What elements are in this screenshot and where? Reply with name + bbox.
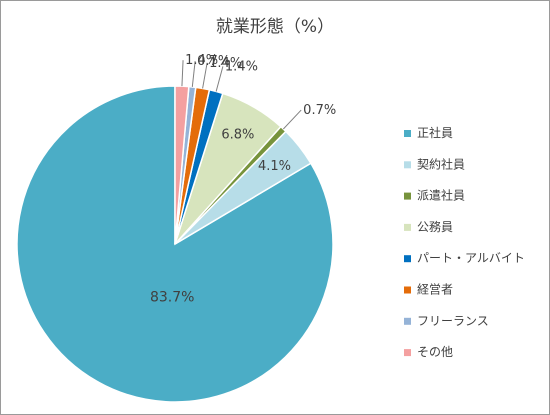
data-label-8: 1.4% [185, 53, 218, 68]
data-label-7: 0.7% [197, 54, 230, 69]
leader-line-3 [282, 109, 302, 130]
data-label-4: 6.8% [221, 127, 254, 142]
legend-swatch-1 [404, 130, 411, 137]
legend-label-8: その他 [417, 345, 453, 359]
legend-swatch-2 [404, 161, 411, 169]
legend-label-4: 公務員 [417, 220, 453, 234]
leader-line-5 [215, 66, 224, 92]
legend-label-5: パート・アルバイト [417, 251, 525, 265]
data-label-5: 1.4% [225, 59, 258, 74]
legend-label-6: 経営者 [417, 283, 453, 297]
legend-label-1: 正社員 [417, 125, 453, 140]
legend-swatch-4 [404, 223, 411, 231]
legend-swatch-7 [404, 317, 411, 325]
leader-line-6 [202, 62, 208, 89]
legend-label-3: 派遣社員 [417, 188, 465, 203]
data-label-3: 0.7% [303, 103, 336, 118]
pie-slice-8 [174, 85, 190, 245]
legend-label-7: フリーランス [417, 314, 489, 328]
leader-line-8 [181, 60, 184, 87]
chart-title: 就業形態（%） [215, 17, 335, 37]
leader-line-7 [191, 61, 196, 88]
data-label-1: 83.7% [150, 290, 194, 306]
legend-swatch-5 [404, 255, 411, 263]
data-label-2: 4.1% [258, 159, 291, 174]
legend-swatch-6 [404, 286, 411, 294]
legend-label-2: 契約社員 [417, 156, 465, 171]
legend-swatch-3 [404, 192, 411, 200]
legend-swatch-8 [404, 349, 411, 357]
data-label-6: 1.4% [209, 56, 242, 71]
